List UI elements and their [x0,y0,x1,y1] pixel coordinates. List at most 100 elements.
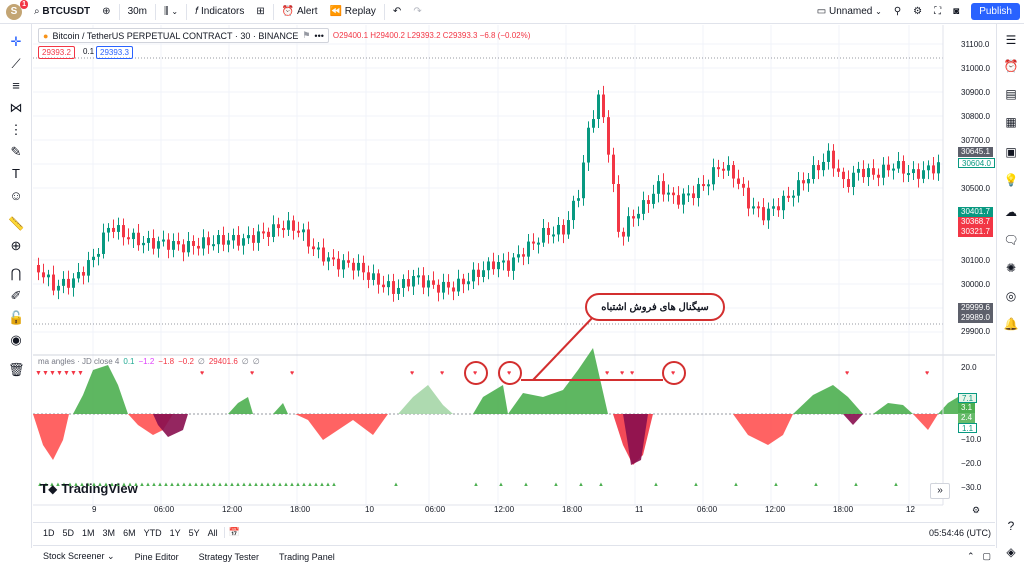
price-label: 30500.0 [961,184,990,193]
quick-search-button[interactable]: ⚲ [888,0,907,24]
buy-marker: ▲ [163,482,169,488]
chat-icon[interactable]: 🗨 [1003,233,1019,247]
zoom-in-icon[interactable]: ⊕ [10,238,22,253]
tab-stock-screener[interactable]: Stock Screener ⌄ [33,551,125,562]
candle [357,262,360,271]
chart-type-button[interactable]: ⫼ ⌄ [158,0,184,24]
streams-icon[interactable]: ◎ [1005,289,1017,303]
replay-button[interactable]: ⏪ Replay [324,0,382,24]
chart-canvas[interactable]: ▼ ▼ ▼ ▼ ▼ ▼ ▼ ♥ ♥ ♥ ♥ ♥ ♥ ♥ ♥ ♥ ♥ ♥ ♥ ♥▲ ▲ ▲ ▲ ▲ ▲ ▲ ▲ ▲ ▲ ▲ ▲ ▲ ▲ ▲ ▲ ▲ ▲ ▲ ▲… [33,25,995,522]
tab-trading-panel[interactable]: Trading Panel [279,551,335,562]
lightbulb-icon[interactable]: 💡 [1003,173,1019,187]
indicator-area [228,397,253,414]
publish-button[interactable]: Publish [971,3,1020,20]
trash-icon[interactable]: 🗑 [8,362,25,377]
data-window-icon[interactable]: ▤ [1005,87,1017,101]
price-tag: 29989.0 [958,313,993,323]
text-icon[interactable]: T [12,166,20,181]
buy-marker: ▲ [181,482,187,488]
layers-icon[interactable]: ◈ [1006,545,1016,559]
candle [412,276,415,287]
calendar-icon[interactable]: ▦ [1005,115,1017,129]
sell-price-box[interactable]: 29393.2 [38,46,75,59]
hotlist-icon[interactable]: ▣ [1005,145,1017,159]
cloud-icon[interactable]: ☁ [1005,205,1017,219]
help-icon[interactable]: ? [1007,519,1015,533]
tab-pine-editor[interactable]: Pine Editor [134,551,179,562]
candle [77,272,80,279]
range-5y[interactable]: 5Y [188,527,200,538]
emoji-icon[interactable]: ☺ [9,188,23,203]
undo-button[interactable]: ↶ [387,0,407,24]
notifications-icon[interactable]: 🔔 [1003,317,1019,331]
range-ytd[interactable]: YTD [143,527,162,538]
buy-marker: ▲ [295,482,301,488]
symbol-legend: ● Bitcoin / TetherUS PERPETUAL CONTRACT ·… [38,28,530,43]
redo-button[interactable]: ↷ [407,0,427,24]
indicator-area [623,414,648,465]
horizontal-lines-icon[interactable]: ≡ [12,78,20,93]
sell-marker: ♥ [925,370,929,377]
range-1m[interactable]: 1M [82,527,95,538]
plus-circle-icon: ⊕ [102,6,111,17]
eye-icon[interactable]: ◉ [10,332,22,347]
crosshair-icon[interactable]: ✛ [10,34,22,49]
brush-icon[interactable]: ✎ [10,144,22,159]
alarm-clock-icon[interactable]: ⏰ [1003,59,1019,73]
magnet-icon[interactable]: ⋂ [10,266,22,281]
candle [782,195,785,211]
ruler-icon[interactable]: 📏 [8,216,25,231]
candle [342,260,345,270]
symbol-label: BTCUSDT [42,6,91,17]
range-5d[interactable]: 5D [62,527,75,538]
sell-marker: ▼ [70,370,77,377]
indicator-legend[interactable]: ma angles · JD close 4 0.1 −1.2 −1.8 −0.… [38,357,260,366]
lock-drawing-icon[interactable]: ✐ [10,288,22,303]
maximize-icon[interactable]: ▢ [982,551,991,561]
buy-marker: ▲ [473,482,479,488]
buy-price-box[interactable]: 29393.3 [96,46,133,59]
symbol-search-button[interactable]: ⌕ BTCUSDT [28,0,96,24]
settings-button[interactable]: ⚙ [907,0,928,24]
range-all[interactable]: All [207,527,218,538]
range-1d[interactable]: 1D [43,527,55,538]
trend-line-icon[interactable]: ⟋ [11,56,21,71]
symbol-info[interactable]: ● Bitcoin / TetherUS PERPETUAL CONTRACT ·… [38,28,329,43]
more-icon[interactable]: ••• [314,30,324,41]
lock-icon[interactable]: 🔓 [8,310,25,325]
tab-strategy-tester[interactable]: Strategy Tester [198,551,259,562]
watchlist-icon[interactable]: ☰ [1005,33,1017,47]
buy-marker: ▲ [241,482,247,488]
axis-settings-button[interactable]: ⚙ [972,505,980,516]
sell-marker: ♥ [507,370,511,377]
flag-icon[interactable]: ⚑ [302,30,311,40]
chevron-down-icon: ⌄ [107,551,115,561]
candle [307,229,310,247]
buy-marker: ▲ [893,482,899,488]
range-6m[interactable]: 6M [123,527,136,538]
goto-date-icon[interactable]: 📅 [223,527,244,538]
candle [62,278,65,286]
snapshot-button[interactable]: ◙ [947,0,965,24]
layout-button[interactable]: ▭ Unnamed ⌄ [811,0,888,24]
signal-circle-2 [498,361,522,385]
fullscreen-button[interactable]: ⛶ [928,0,947,24]
candle [72,278,75,288]
indicator-area [295,414,388,440]
chevron-up-icon[interactable]: ⌃ [966,551,975,561]
range-1y[interactable]: 1Y [169,527,181,538]
buy-marker: ▲ [67,482,73,488]
pattern-icon[interactable]: ⋈ [9,100,23,115]
compare-button[interactable]: ⊕ [96,0,116,24]
scroll-to-realtime-button[interactable]: » [930,483,950,499]
templates-button[interactable]: ⊞ [250,0,270,24]
ideas-icon[interactable]: ✺ [1005,261,1017,275]
indicators-button[interactable]: 𝑓 Indicators [189,0,250,24]
alert-button[interactable]: ⏰ Alert [276,0,324,24]
interval-button[interactable]: 30m [127,6,148,17]
fib-icon[interactable]: ⋮ [9,122,23,137]
clock[interactable]: 05:54:46 (UTC) [928,527,991,538]
range-3m[interactable]: 3M [102,527,116,538]
candle [142,242,145,246]
